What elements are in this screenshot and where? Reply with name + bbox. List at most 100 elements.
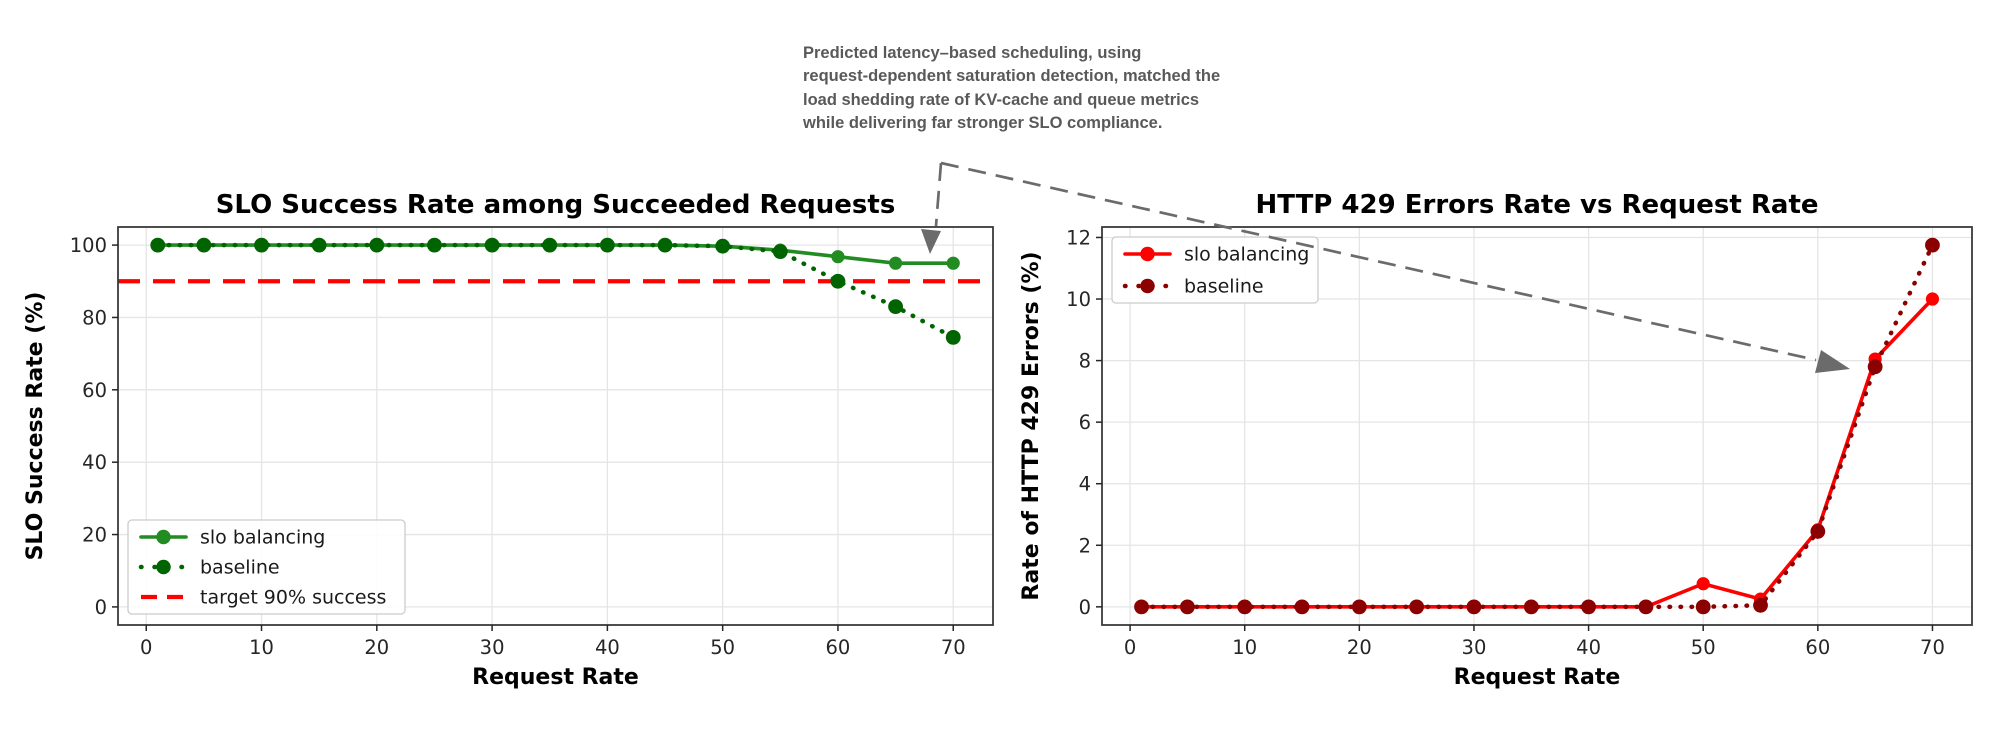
data-point: [1925, 292, 1940, 306]
y-tick-label: 6: [1079, 411, 1091, 434]
x-tick-label: 0: [1124, 636, 1136, 659]
tick-marks: [1096, 236, 1934, 631]
data-point: [1695, 599, 1711, 615]
data-point: [830, 273, 846, 289]
y-axis-label: Rate of HTTP 429 Errors (%): [1019, 251, 1044, 600]
legend-sample-marker: [156, 529, 171, 545]
y-tick-label: 60: [82, 379, 107, 402]
data-point: [1753, 597, 1768, 613]
chart-title: SLO Success Rate among Succeeded Request…: [216, 190, 896, 220]
arrow-shaft-to-left-chart: [934, 162, 943, 227]
x-axis-label: Request Rate: [1454, 665, 1621, 690]
x-tick-label: 20: [1347, 636, 1372, 659]
legend-label: target 90% success: [200, 587, 386, 609]
series-line-baseline: [1139, 242, 1935, 610]
x-tick-label: 70: [1920, 636, 1945, 659]
x-tick-label: 30: [1462, 636, 1487, 659]
x-tick-label: 20: [364, 636, 389, 659]
x-tick-label: 40: [1576, 636, 1601, 659]
legend: slo balancing baseline: [1111, 236, 1319, 304]
arrowhead-to-left-chart: [921, 229, 941, 254]
legend-box: [127, 519, 406, 615]
x-tick-label: 70: [941, 636, 966, 659]
y-axis-label: SLO Success Rate (%): [23, 292, 48, 561]
data-point: [542, 237, 558, 253]
data-point: [657, 237, 673, 253]
x-tick-label: 60: [1805, 636, 1830, 659]
data-point: [484, 237, 500, 253]
legend-sample-marker: [1140, 278, 1155, 294]
annotation-arrows: [921, 161, 1850, 373]
data-point: [311, 237, 327, 253]
data-point: [1179, 599, 1195, 615]
x-tick-label: 30: [480, 636, 505, 659]
data-point: [1810, 524, 1826, 539]
data-point: [1867, 359, 1883, 375]
data-point: [1466, 599, 1482, 615]
data-point: [254, 237, 269, 253]
x-tick-label: 0: [140, 636, 152, 659]
legend-item-target-90-success: target 90% success: [141, 587, 386, 609]
data-point: [1351, 599, 1367, 615]
data-point: [831, 250, 845, 264]
data-point: [888, 299, 903, 314]
legend-sample-marker: [1140, 246, 1155, 262]
data-point: [1696, 577, 1710, 591]
tick-marks: [112, 244, 954, 631]
data-point: [1581, 599, 1596, 615]
plot-border: [1101, 226, 1973, 626]
data-point: [1523, 599, 1539, 615]
series-markers-baseline: [1134, 237, 1940, 615]
data-point: [599, 237, 615, 253]
legend-label: baseline: [1184, 276, 1264, 298]
y-tick-label: 4: [1079, 473, 1091, 496]
plot-border: [117, 226, 994, 626]
legend-sample-marker: [156, 559, 171, 575]
data-point: [1134, 599, 1149, 615]
legend-label: baseline: [200, 557, 280, 579]
chart-http-429: 0 10 20 30 40 50 60 70 0 2 4 6 8 10 12 HTTP 429 Errors …: [1019, 190, 1973, 690]
legend-item-baseline: baseline: [138, 557, 280, 579]
x-axis-label: Request Rate: [472, 665, 639, 690]
y-tick-label: 0: [95, 596, 107, 619]
y-tick-label: 80: [82, 306, 107, 329]
data-point: [946, 256, 960, 270]
data-point: [369, 237, 385, 253]
series-markers-baseline: [150, 237, 961, 345]
y-tick-label: 100: [70, 234, 107, 257]
y-tick-label: 40: [82, 451, 107, 474]
legend-item-slo-balancing: slo balancing: [139, 527, 325, 549]
legend-label: slo balancing: [200, 527, 325, 549]
x-tick-label: 60: [826, 636, 851, 659]
data-point: [888, 256, 903, 270]
data-point: [427, 237, 442, 253]
y-tick-label: 8: [1079, 350, 1091, 373]
data-point: [1925, 237, 1940, 253]
legend-item-baseline: baseline: [1122, 276, 1264, 298]
y-tick-label: 0: [1079, 596, 1091, 619]
y-tick-label: 10: [1066, 288, 1091, 311]
data-point: [772, 244, 788, 260]
y-tick-label: 12: [1066, 226, 1091, 249]
arrowhead-to-right-chart: [1815, 350, 1850, 373]
data-point: [1237, 599, 1253, 615]
series-line-baseline: [155, 242, 956, 340]
data-point: [196, 237, 212, 253]
annotation-text: Predicted latency–based scheduling, usin…: [803, 44, 1221, 133]
x-tick-label: 40: [595, 636, 620, 659]
data-point: [945, 329, 961, 345]
legend: slo balancing baseline target 90% success: [127, 519, 406, 615]
legend-item-slo-balancing: slo balancing: [1123, 244, 1309, 266]
legend-label: slo balancing: [1184, 244, 1309, 266]
x-tick-label: 10: [249, 636, 274, 659]
y-tick-label: 20: [82, 524, 107, 547]
data-point: [150, 237, 166, 253]
data-point: [715, 238, 731, 254]
x-tick-label: 10: [1232, 636, 1257, 659]
data-point: [1409, 599, 1425, 615]
data-point: [1638, 599, 1654, 615]
arrow-shaft-to-right-chart: [940, 161, 1817, 362]
y-tick-label: 2: [1079, 534, 1091, 557]
